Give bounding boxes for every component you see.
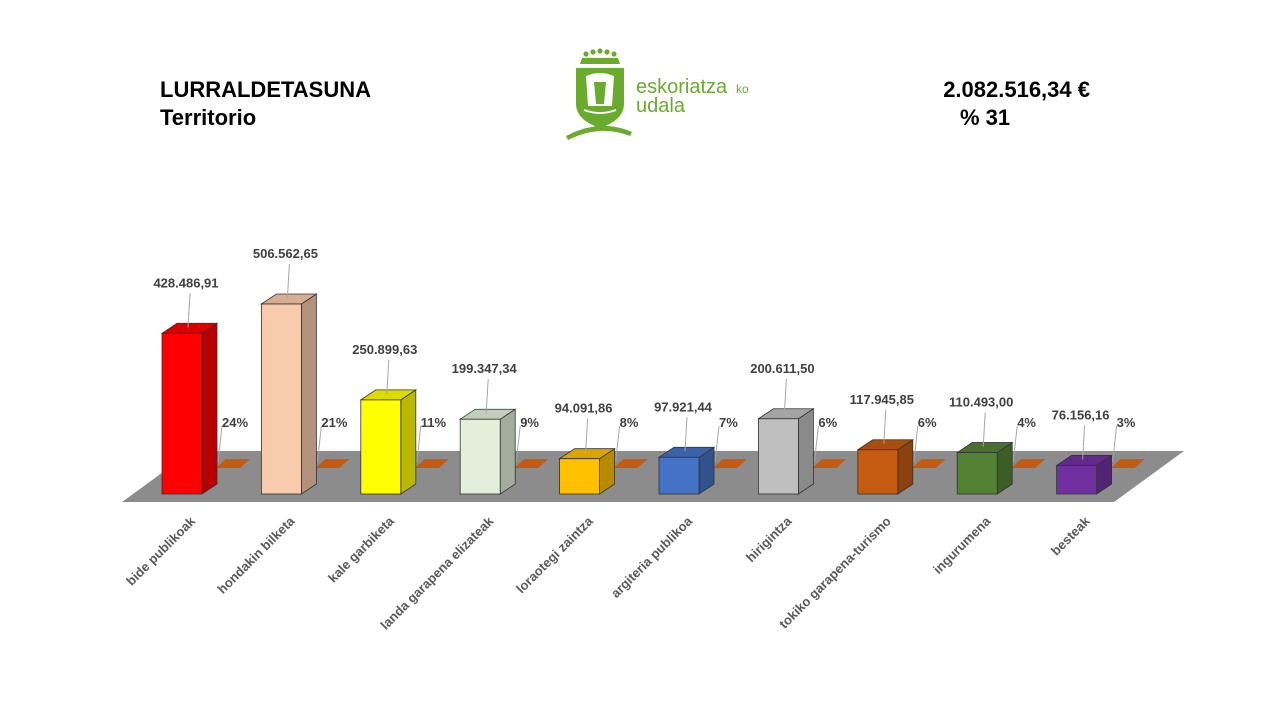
bar-4-front — [459, 418, 501, 495]
value-label-5: 94.091,86 — [555, 401, 613, 416]
logo-text-line2: udala — [636, 95, 686, 117]
value-label-8: 117.945,85 — [850, 392, 914, 407]
percent-label-9: 4% — [1017, 415, 1036, 430]
category-label-10: besteak — [1048, 513, 1093, 558]
value-leader-9 — [982, 412, 986, 447]
percent-leader-8 — [913, 425, 919, 463]
percent-marker-8 — [911, 459, 946, 468]
bar-4-side — [499, 408, 516, 495]
percent-marker-2 — [315, 459, 350, 468]
category-label-9: ingurumena — [930, 513, 994, 577]
value-leader-5 — [585, 418, 589, 453]
shield-icon — [576, 68, 624, 128]
bar-8-front — [857, 449, 899, 495]
bar-2-side — [300, 293, 317, 495]
value-label-1: 428.486,91 — [153, 275, 218, 290]
percent-marker-9 — [1011, 459, 1046, 468]
category-label-2: hondakin bilketa — [214, 513, 298, 597]
percent-marker-3 — [414, 459, 449, 468]
percent-leader-4 — [515, 425, 521, 463]
bar-7-front — [758, 418, 799, 495]
percent-label-3: 11% — [421, 415, 447, 430]
total-percent: % 31 — [960, 105, 1011, 130]
total-block: 2.082.516,34 € % 31 — [900, 76, 1090, 132]
percent-marker-5 — [613, 459, 648, 468]
value-label-10: 76.156,16 — [1052, 407, 1110, 422]
wave-icon — [566, 125, 632, 140]
value-label-9: 110.493,00 — [949, 395, 1013, 410]
percent-leader-10 — [1112, 425, 1118, 463]
bar-2-front — [260, 303, 302, 495]
page-title: LURRALDETASUNA — [160, 77, 372, 102]
value-label-3: 250.899,63 — [352, 342, 417, 357]
percent-leader-1 — [217, 425, 223, 463]
category-label-7: hirigintza — [743, 513, 795, 565]
logo-text-suffix: ko — [736, 82, 749, 96]
percent-marker-7 — [812, 459, 847, 468]
percent-label-7: 6% — [818, 415, 837, 430]
percent-label-8: 6% — [918, 415, 937, 430]
value-label-7: 200.611,50 — [750, 361, 814, 376]
bar-3-side — [400, 389, 417, 495]
crown-icon — [580, 48, 620, 64]
bar-1-front — [161, 332, 203, 495]
title-block: LURRALDETASUNA Territorio — [160, 76, 371, 132]
percent-label-6: 7% — [719, 415, 738, 430]
bar-5-front — [559, 458, 600, 495]
category-label-8: tokiko garapena-turismo — [776, 513, 894, 631]
percent-label-5: 8% — [620, 415, 639, 430]
percent-marker-1 — [216, 459, 250, 468]
total-amount: 2.082.516,34 € — [943, 77, 1090, 102]
value-leader-1 — [187, 293, 191, 328]
percent-leader-2 — [316, 425, 322, 463]
category-label-1: bide publikoak — [123, 513, 199, 589]
category-label-3: kale garbiketa — [325, 513, 397, 585]
category-label-4: landa garapena elizateak — [377, 513, 496, 632]
bar-6-front — [658, 456, 700, 495]
page-subtitle: Territorio — [160, 105, 257, 130]
percent-leader-3 — [416, 425, 422, 463]
bar-10-front — [1056, 465, 1097, 495]
percent-marker-4 — [514, 459, 549, 468]
value-leader-10 — [1082, 425, 1086, 460]
value-leader-4 — [485, 379, 489, 414]
percent-label-10: 3% — [1117, 415, 1136, 430]
bar-9-front — [956, 452, 998, 495]
bar-3-front — [360, 399, 402, 495]
percent-label-1: 24% — [222, 415, 248, 430]
value-leader-6 — [684, 417, 688, 452]
bar-1-side — [201, 322, 218, 495]
percent-leader-6 — [714, 425, 720, 463]
percent-label-4: 9% — [520, 415, 539, 430]
percent-leader-7 — [813, 425, 819, 463]
value-leader-3 — [386, 359, 390, 394]
eskoriatza-logo: eskoriatza ko udala — [566, 48, 749, 140]
category-label-5: loraotegi zaintza — [513, 513, 596, 596]
percent-leader-9 — [1012, 425, 1018, 463]
percent-leader-5 — [615, 425, 621, 463]
percent-marker-10 — [1110, 459, 1145, 468]
category-label-6: argiteria publikoa — [608, 513, 696, 601]
value-leader-8 — [883, 409, 887, 444]
value-label-2: 506.562,65 — [253, 246, 318, 261]
value-label-6: 97.921,44 — [654, 399, 713, 414]
value-label-4: 199.347,34 — [452, 361, 518, 376]
bar-7-side — [798, 408, 814, 495]
value-leader-2 — [286, 263, 290, 299]
logo-text-main: eskoriatza — [636, 76, 728, 98]
value-leader-7 — [783, 378, 787, 413]
percent-label-2: 21% — [321, 415, 347, 430]
percent-marker-6 — [713, 459, 747, 468]
